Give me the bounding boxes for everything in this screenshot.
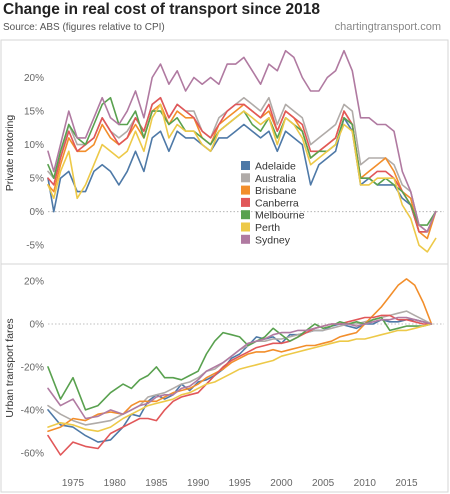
- series-line-perth-top: [47, 103, 437, 253]
- y-tick-label: 20%: [24, 277, 44, 288]
- y-tick-label: -5%: [26, 241, 44, 252]
- legend-label-brisbane: Brisbane: [255, 185, 297, 197]
- y-tick-label: 10%: [24, 140, 44, 151]
- series-line-sydney-top: [47, 49, 437, 233]
- x-tick-label: 2010: [354, 478, 377, 489]
- y-tick-label: -40%: [21, 405, 44, 416]
- legend-label-melbourne: Melbourne: [255, 210, 305, 222]
- chart-source: Source: ABS (figures relative to CPI): [3, 22, 165, 33]
- y-axis-label: Urban transport fares: [4, 318, 16, 417]
- legend-swatch-melbourne: [241, 210, 250, 220]
- x-tick-label: 1990: [187, 478, 210, 489]
- legend-label-adelaide: Adelaide: [255, 161, 296, 173]
- chart-credit: chartingtransport.com: [334, 21, 441, 33]
- series-line-melbourne-bottom: [47, 316, 433, 411]
- series-line-perth-bottom: [47, 323, 433, 433]
- panel-urban-transport-fares: 20% 0% -20% -40% -60% Urban transport fares 19…: [4, 277, 444, 489]
- legend-swatch-australia: [241, 173, 250, 183]
- legend-swatch-adelaide: [241, 161, 250, 170]
- y-tick-label: -60%: [21, 448, 44, 459]
- legend-label-australia: Australia: [255, 173, 296, 185]
- y-tick-label: 0%: [30, 319, 45, 330]
- legend-swatch-perth: [241, 222, 250, 232]
- legend-swatch-canberra: [241, 197, 250, 207]
- series-line-australia-bottom: [47, 310, 433, 426]
- x-tick-label: 1995: [229, 478, 252, 489]
- legend-swatch-sydney: [241, 234, 250, 244]
- series-line-brisbane-bottom: [47, 278, 433, 433]
- series-line-brisbane-top: [47, 103, 437, 240]
- y-tick-label: 0%: [30, 207, 45, 218]
- x-tick-label: 1985: [145, 478, 168, 489]
- legend-label-perth: Perth: [255, 222, 280, 234]
- y-tick-label: 5%: [30, 174, 45, 185]
- series-line-canberra-bottom: [47, 314, 433, 456]
- series-line-adelaide-bottom: [47, 318, 433, 443]
- y-tick-label: 20%: [24, 73, 44, 84]
- chart-frame: [0, 39, 449, 493]
- x-tick-label: 2015: [395, 478, 418, 489]
- chart-title: Change in real cost of transport since 2…: [3, 1, 320, 18]
- y-tick-label: 15%: [24, 107, 44, 118]
- legend-label-canberra: Canberra: [255, 197, 299, 209]
- legend-label-sydney: Sydney: [255, 234, 291, 246]
- panel-private-motoring: 20% 15% 10% 5% 0% -5% Private motoring: [4, 49, 444, 253]
- x-tick-label: 1975: [62, 478, 85, 489]
- legend: AdelaideAustraliaBrisbaneCanberraMelbour…: [241, 161, 305, 246]
- series-line-sydney-bottom: [47, 316, 433, 420]
- y-axis-label: Private motoring: [4, 115, 16, 192]
- series-line-canberra-top: [47, 96, 437, 233]
- x-tick-label: 1980: [104, 478, 127, 489]
- x-tick-label: 2000: [270, 478, 293, 489]
- legend-swatch-brisbane: [241, 185, 250, 195]
- y-tick-label: -20%: [21, 362, 44, 373]
- x-tick-label: 2005: [312, 478, 335, 489]
